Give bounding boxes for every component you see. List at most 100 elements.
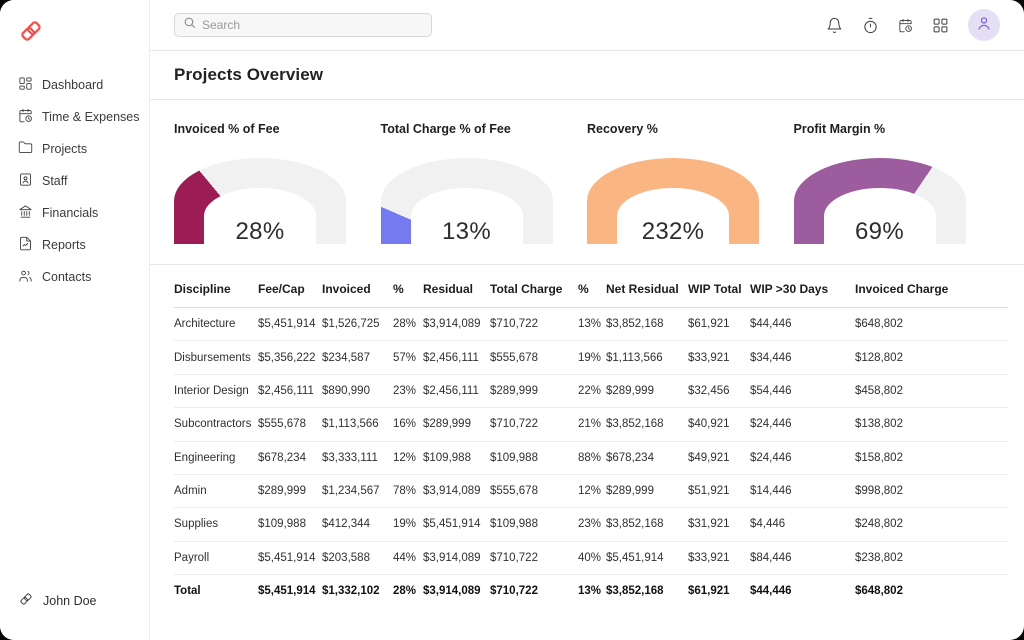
table-row-engineering[interactable]: Engineering$678,234$3,333,11112%$109,988… [174, 441, 1008, 474]
page-header: Projects Overview [150, 51, 1024, 100]
table-cell: 40% [578, 541, 606, 574]
tag-link-icon [18, 591, 34, 610]
sidebar-item-label: Staff [42, 174, 67, 188]
column-header-wip-30-days: WIP >30 Days [750, 265, 855, 308]
table-row-payroll[interactable]: Payroll$5,451,914$203,58844%$3,914,089$7… [174, 541, 1008, 574]
sidebar-item-contacts[interactable]: Contacts [0, 261, 149, 293]
table-cell: $33,921 [688, 341, 750, 374]
table-cell: $5,451,914 [258, 541, 322, 574]
table-cell: $710,722 [490, 575, 578, 608]
table-cell: $289,999 [490, 374, 578, 407]
sidebar-item-dashboard[interactable]: Dashboard [0, 69, 149, 101]
user-icon [975, 14, 993, 37]
table-cell: 19% [393, 508, 423, 541]
user-avatar[interactable] [968, 9, 1000, 41]
table-cell: 44% [393, 541, 423, 574]
table-cell: 23% [393, 374, 423, 407]
bell-icon[interactable] [826, 17, 843, 34]
calendar-clock-icon[interactable] [898, 18, 913, 33]
gauge-arc: 232% [587, 158, 759, 244]
search-input[interactable] [202, 18, 423, 32]
projects-table-section: DisciplineFee/CapInvoiced%ResidualTotal … [150, 265, 1024, 607]
table-cell: $234,587 [322, 341, 393, 374]
table-cell: $24,446 [750, 408, 855, 441]
table-cell: 22% [578, 374, 606, 407]
table-cell: $289,999 [606, 374, 688, 407]
topbar-icons [826, 9, 1000, 41]
sidebar-item-financials[interactable]: Financials [0, 197, 149, 229]
table-row-subcontractors[interactable]: Subcontractors$555,678$1,113,56616%$289,… [174, 408, 1008, 441]
page-title: Projects Overview [174, 65, 323, 85]
id-badge-icon [18, 172, 33, 190]
gauge-arc: 69% [794, 158, 966, 244]
sidebar-user[interactable]: John Doe [0, 591, 149, 640]
apps-grid-icon[interactable] [932, 17, 949, 34]
table-cell: $84,446 [750, 541, 855, 574]
table-cell: $51,921 [688, 474, 750, 507]
table-cell: $4,446 [750, 508, 855, 541]
app-window: DashboardTime & Expenses Projects Staff Fin… [0, 0, 1024, 640]
table-cell: $3,914,089 [423, 575, 490, 608]
table-row-supplies[interactable]: Supplies$109,988$412,34419%$5,451,914$10… [174, 508, 1008, 541]
table-row-interior-design[interactable]: Interior Design$2,456,111$890,99023%$2,4… [174, 374, 1008, 407]
sidebar-item-reports[interactable]: Reports [0, 229, 149, 261]
topbar [150, 0, 1024, 51]
sidebar-item-staff[interactable]: Staff [0, 165, 149, 197]
table-cell: $34,446 [750, 341, 855, 374]
table-cell: $648,802 [855, 575, 1008, 608]
table-cell: $109,988 [490, 508, 578, 541]
table-cell: $5,451,914 [423, 508, 490, 541]
sidebar-item-time-expenses[interactable]: Time & Expenses [0, 101, 149, 133]
app-logo[interactable] [0, 0, 149, 55]
search-icon [183, 16, 196, 34]
table-cell: 21% [578, 408, 606, 441]
table-cell: $289,999 [258, 474, 322, 507]
gauge-total-charge-of-fee: Total Charge % of Fee13% [381, 112, 588, 244]
table-cell: $710,722 [490, 541, 578, 574]
table-cell: $555,678 [490, 341, 578, 374]
table-cell: $5,356,222 [258, 341, 322, 374]
gauge-title: Profit Margin % [794, 122, 1001, 136]
table-total-row[interactable]: Total$5,451,914$1,332,10228%$3,914,089$7… [174, 575, 1008, 608]
table-cell: 78% [393, 474, 423, 507]
sidebar-item-label: Financials [42, 206, 98, 220]
table-cell: $5,451,914 [258, 575, 322, 608]
dashboard-icon [18, 76, 33, 94]
table-row-admin[interactable]: Admin$289,999$1,234,56778%$3,914,089$555… [174, 474, 1008, 507]
column-header-pct: % [393, 265, 423, 308]
calendar-clock-icon [18, 108, 33, 126]
column-header-invoiced: Invoiced [322, 265, 393, 308]
table-cell: $109,988 [490, 441, 578, 474]
table-cell: $14,446 [750, 474, 855, 507]
table-cell: $2,456,111 [423, 341, 490, 374]
gauge-title: Invoiced % of Fee [174, 122, 381, 136]
sidebar-item-projects[interactable]: Projects [0, 133, 149, 165]
table-cell: $3,914,089 [423, 308, 490, 341]
table-cell: $458,802 [855, 374, 1008, 407]
gauge-profit-margin: Profit Margin % 69% [794, 112, 1001, 244]
search-box[interactable] [174, 13, 432, 37]
table-cell: $2,456,111 [423, 374, 490, 407]
timer-icon[interactable] [862, 17, 879, 34]
sidebar-item-label: Projects [42, 142, 87, 156]
table-cell: $3,852,168 [606, 408, 688, 441]
sidebar-item-label: Reports [42, 238, 86, 252]
gauge-invoiced-of-fee: Invoiced % of Fee28% [174, 112, 381, 244]
table-row-architecture[interactable]: Architecture$5,451,914$1,526,72528%$3,91… [174, 308, 1008, 341]
table-row-disbursements[interactable]: Disbursements$5,356,222$234,58757%$2,456… [174, 341, 1008, 374]
table-header-row: DisciplineFee/CapInvoiced%ResidualTotal … [174, 265, 1008, 308]
table-cell: 19% [578, 341, 606, 374]
table-cell: 28% [393, 575, 423, 608]
column-header-pct: % [578, 265, 606, 308]
table-cell: $61,921 [688, 575, 750, 608]
table-cell: $412,344 [322, 508, 393, 541]
table-cell: $54,446 [750, 374, 855, 407]
table-cell: $138,802 [855, 408, 1008, 441]
table-cell: $248,802 [855, 508, 1008, 541]
table-cell: 13% [578, 575, 606, 608]
table-cell: $40,921 [688, 408, 750, 441]
column-header-wip-total: WIP Total [688, 265, 750, 308]
report-document-icon [18, 236, 33, 254]
logo-icon [18, 18, 44, 44]
gauge-value: 69% [794, 218, 966, 246]
